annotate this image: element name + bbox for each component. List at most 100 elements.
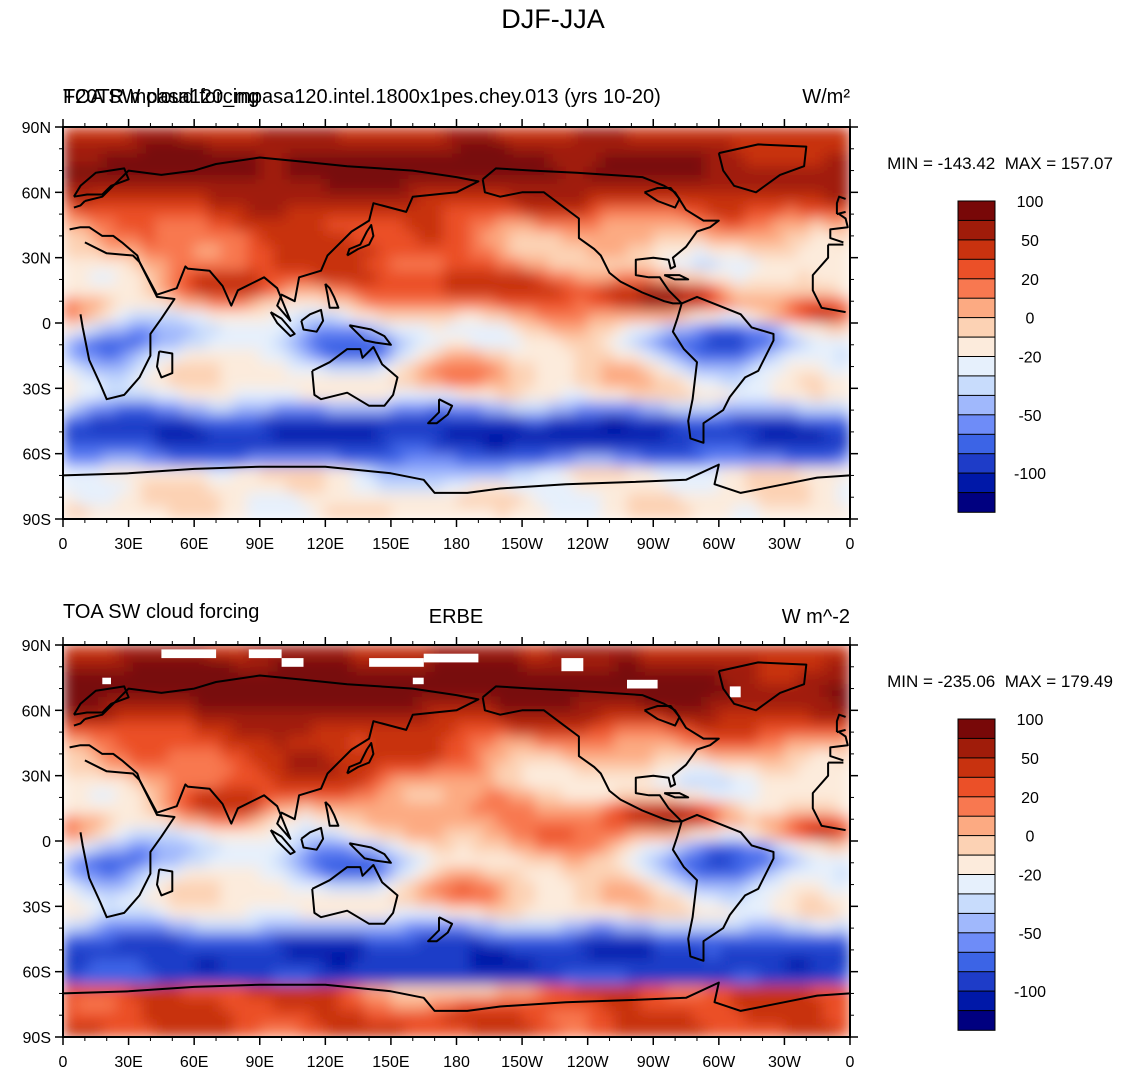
field-cell bbox=[495, 1010, 510, 1025]
field-cell bbox=[718, 231, 733, 246]
field-cell bbox=[259, 723, 274, 738]
field-cell bbox=[522, 984, 536, 999]
field-cell bbox=[233, 179, 248, 193]
field-cell bbox=[509, 932, 523, 947]
x-tick-label: 30E bbox=[114, 1054, 142, 1071]
field-cell bbox=[653, 1023, 667, 1037]
eurasia-coast bbox=[69, 674, 480, 840]
field-cell bbox=[128, 440, 143, 455]
x-tick-label: 180 bbox=[443, 536, 470, 553]
field-cell bbox=[456, 309, 471, 324]
field-cell bbox=[312, 945, 326, 960]
field-cell bbox=[207, 140, 221, 154]
field-cell bbox=[194, 867, 208, 881]
field-cell bbox=[509, 723, 523, 738]
field-cell bbox=[810, 453, 825, 468]
field-cell bbox=[246, 375, 261, 389]
field-cell bbox=[194, 401, 208, 416]
field-cell bbox=[76, 762, 90, 777]
field-cell bbox=[797, 854, 812, 868]
field-cell bbox=[417, 1010, 431, 1025]
field-cell bbox=[640, 893, 654, 907]
field-cell bbox=[351, 958, 366, 973]
field-cell bbox=[810, 218, 825, 233]
field-cell bbox=[456, 906, 471, 920]
field-cell bbox=[128, 841, 143, 855]
field-cell bbox=[561, 336, 576, 350]
field-cell bbox=[63, 270, 77, 285]
x-tick-label: 0 bbox=[59, 1054, 68, 1071]
field-cell bbox=[443, 375, 458, 389]
field-cell bbox=[469, 893, 484, 907]
field-cell bbox=[404, 736, 418, 751]
field-cell bbox=[443, 710, 458, 724]
field-cell bbox=[692, 479, 707, 494]
field-cell bbox=[509, 427, 523, 442]
field-cell bbox=[797, 466, 812, 481]
field-cell bbox=[246, 179, 261, 193]
field-cell bbox=[548, 645, 562, 659]
field-cell bbox=[272, 841, 287, 855]
field-cell bbox=[758, 414, 772, 429]
field-cell bbox=[102, 684, 116, 698]
field-cell bbox=[167, 453, 182, 468]
field-cell bbox=[141, 244, 156, 259]
field-cell bbox=[758, 658, 772, 672]
field-cell bbox=[115, 841, 130, 855]
field-cell bbox=[495, 179, 510, 193]
field-cell bbox=[63, 658, 77, 672]
field-cell bbox=[430, 906, 444, 920]
field-cell bbox=[364, 893, 379, 907]
field-cell bbox=[246, 932, 261, 947]
field-cell bbox=[312, 645, 326, 659]
field-cell bbox=[233, 997, 248, 1012]
field-cell bbox=[181, 440, 195, 455]
field-cell bbox=[758, 945, 772, 960]
field-cell bbox=[666, 984, 681, 999]
field-cell bbox=[469, 257, 484, 272]
field-cell bbox=[76, 388, 90, 402]
field-cell bbox=[181, 893, 195, 907]
field-cell bbox=[784, 841, 799, 855]
field-cell bbox=[286, 932, 300, 947]
field-cell bbox=[377, 788, 392, 803]
field-cell bbox=[810, 684, 825, 698]
field-cell bbox=[259, 1023, 274, 1037]
field-cell bbox=[89, 723, 103, 738]
field-cell bbox=[823, 827, 838, 842]
field-cell bbox=[627, 388, 641, 402]
field-cell bbox=[338, 153, 353, 167]
field-cell bbox=[220, 671, 235, 685]
field-cell bbox=[443, 179, 458, 193]
field-cell bbox=[745, 309, 759, 324]
madagascar-coast bbox=[156, 868, 174, 897]
field-cell bbox=[509, 762, 523, 777]
field-cell bbox=[797, 218, 812, 233]
field-cell bbox=[286, 1023, 300, 1037]
field-cell bbox=[522, 127, 536, 141]
newguinea-coast bbox=[348, 324, 392, 346]
field-cell bbox=[771, 205, 785, 220]
field-cell bbox=[836, 309, 850, 324]
field-cell bbox=[364, 984, 379, 999]
field-cell bbox=[574, 440, 589, 455]
field-cell bbox=[338, 427, 353, 442]
field-cell bbox=[286, 697, 300, 711]
field-cell bbox=[377, 971, 392, 986]
field-cell bbox=[587, 997, 602, 1012]
field-cell bbox=[443, 283, 458, 298]
field-cell bbox=[836, 893, 850, 907]
field-cell bbox=[286, 958, 300, 973]
field-cell bbox=[141, 867, 156, 881]
field-cell bbox=[404, 1023, 418, 1037]
field-cell bbox=[154, 492, 169, 507]
field-cell bbox=[128, 658, 143, 672]
field-cell bbox=[338, 127, 353, 141]
field-cell bbox=[509, 958, 523, 973]
field-cell bbox=[535, 945, 549, 960]
field-cell bbox=[482, 218, 497, 233]
field-cell bbox=[823, 179, 838, 193]
field-cell bbox=[692, 388, 707, 402]
field-cell bbox=[312, 166, 326, 180]
field-cell bbox=[535, 205, 549, 220]
